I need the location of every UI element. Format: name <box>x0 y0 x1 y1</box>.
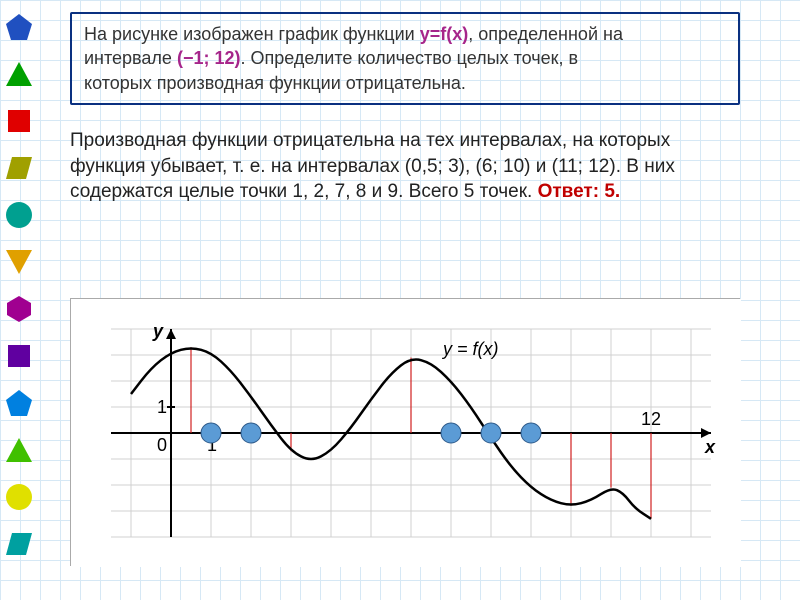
sidebar-shape-icon <box>4 341 34 376</box>
function-chart: yx01112y = f(x) <box>70 298 740 566</box>
sidebar-shape-icon <box>4 388 34 423</box>
problem-text-2b: . Определите количество целых точек, в <box>240 48 578 68</box>
sidebar-shape-icon <box>4 482 34 517</box>
sidebar-shape-icon <box>4 200 34 235</box>
sidebar-shape-icon <box>4 294 34 329</box>
svg-text:0: 0 <box>157 435 167 455</box>
solution-text: Производная функции отрицательна на тех … <box>70 128 740 205</box>
sidebar-shape-icon <box>4 435 34 470</box>
problem-text-1a: На рисунке изображен график функции <box>84 24 420 44</box>
problem-text-1b: , определенной на <box>468 24 623 44</box>
sidebar-shape-icon <box>4 153 34 188</box>
problem-statement-box: На рисунке изображен график функции y=f(… <box>70 12 740 105</box>
svg-text:12: 12 <box>641 409 661 429</box>
svg-text:y = f(x): y = f(x) <box>441 339 499 359</box>
sidebar-shape-icon <box>4 12 34 47</box>
sidebar-shape-icon <box>4 247 34 282</box>
sidebar-shape-icon <box>4 106 34 141</box>
solution-answer: Ответ: 5. <box>538 181 621 202</box>
problem-interval: (−1; 12) <box>177 48 241 68</box>
problem-expr: y=f(x) <box>420 24 469 44</box>
svg-text:x: x <box>704 437 716 457</box>
shape-sidebar <box>2 12 36 564</box>
problem-text-3: которых производная функции отрицательна… <box>84 73 466 93</box>
svg-text:1: 1 <box>157 397 167 417</box>
sidebar-shape-icon <box>4 529 34 564</box>
problem-text-2a: интервале <box>84 48 177 68</box>
svg-text:y: y <box>152 321 164 341</box>
sidebar-shape-icon <box>4 59 34 94</box>
chart-svg: yx01112y = f(x) <box>71 299 741 567</box>
